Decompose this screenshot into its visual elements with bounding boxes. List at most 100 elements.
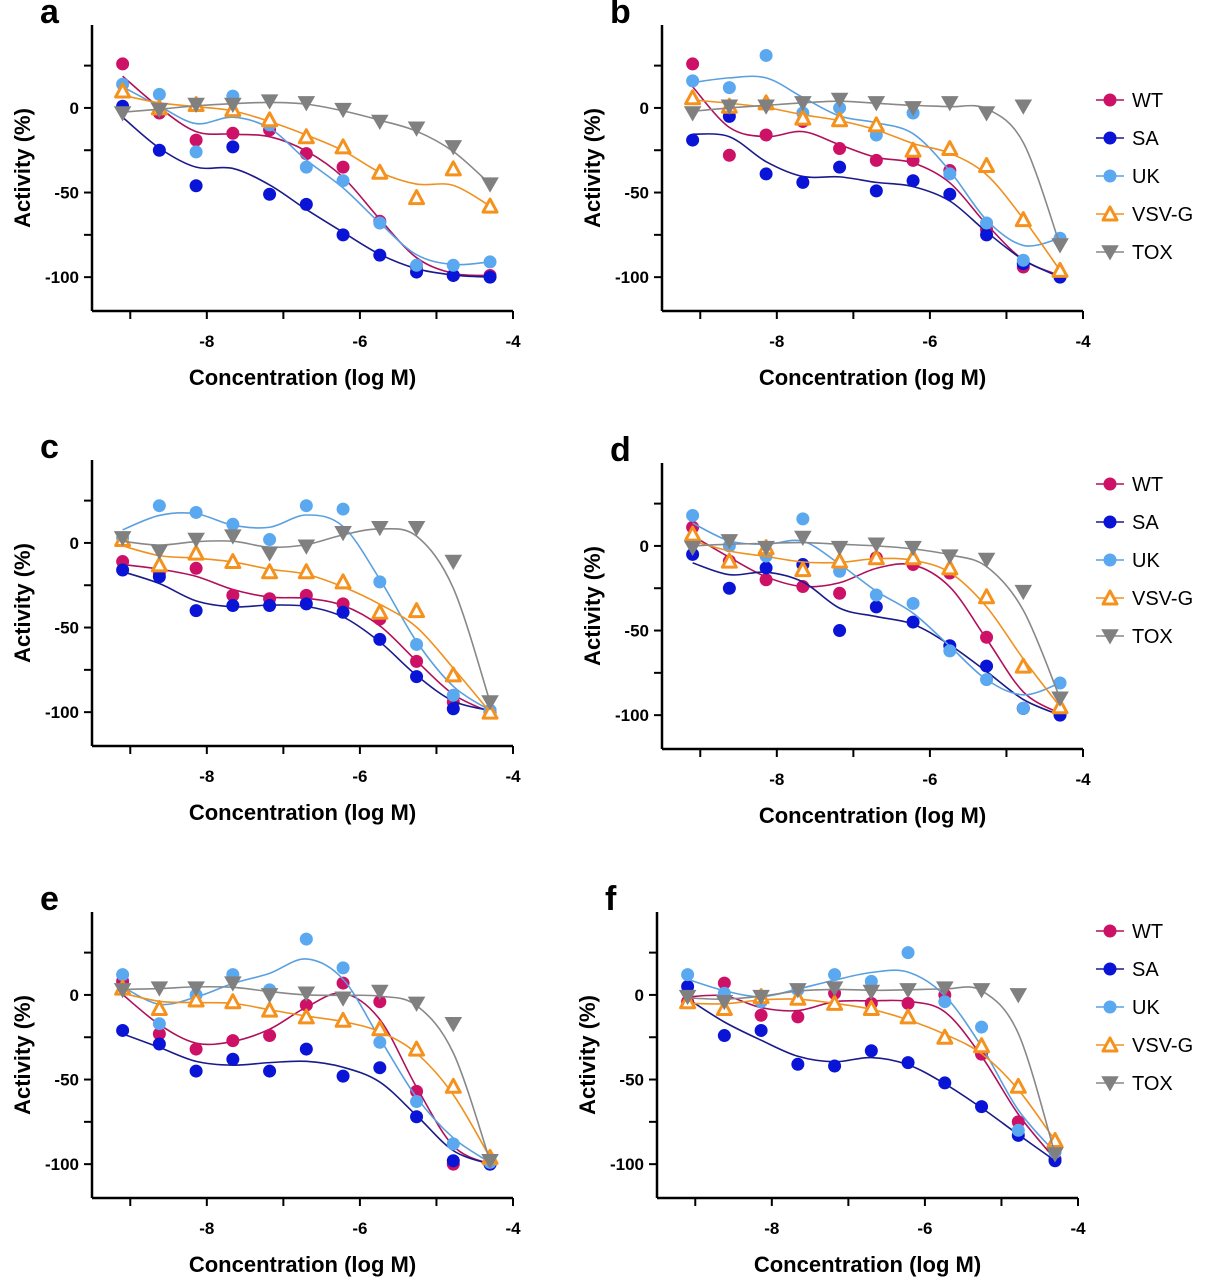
data-point-tox (481, 695, 499, 711)
data-point-wt (373, 995, 387, 1009)
data-point-wt (226, 126, 240, 140)
x-tick-label: -8 (199, 1219, 214, 1238)
data-point-sa (446, 1154, 460, 1168)
data-point-vsv-g (334, 138, 352, 155)
data-point-tox (260, 988, 279, 1004)
data-point-vsv-g (1009, 1077, 1027, 1094)
data-point-wt (226, 1034, 240, 1048)
data-point-tox (720, 99, 739, 115)
data-point-tox (407, 996, 426, 1012)
data-point-vsv-g (720, 552, 738, 569)
x-tick-label: -4 (1075, 770, 1091, 789)
data-point-sa (116, 563, 130, 577)
x-tick-label: -6 (352, 1219, 367, 1238)
data-point-wt (336, 160, 350, 174)
series-sa (116, 1023, 497, 1171)
data-point-wt (722, 148, 736, 162)
data-point-tox (150, 102, 169, 119)
fit-curve-uk (122, 86, 491, 266)
fit-curve-sa (692, 562, 1061, 716)
data-point-uk (410, 1095, 424, 1109)
y-tick-label: -100 (45, 268, 79, 287)
legend-item-vsv-g: VSV-G (1096, 1035, 1193, 1057)
data-point-uk (759, 48, 773, 62)
data-point-sa (869, 184, 883, 198)
legend-label: UK (1132, 550, 1160, 572)
data-point-tox (972, 983, 991, 999)
legend-item-tox: TOX (1096, 242, 1173, 264)
data-point-sa (833, 160, 847, 174)
data-point-vsv-g (684, 525, 702, 542)
data-point-uk (299, 499, 313, 513)
x-tick-label: -4 (1070, 1219, 1086, 1238)
data-point-tox (752, 989, 770, 1006)
data-point-uk (980, 216, 994, 230)
data-point-sa (336, 605, 350, 619)
legend-marker-vsv-g (1101, 1036, 1119, 1053)
data-point-uk (980, 673, 994, 687)
data-point-sa (410, 1110, 424, 1124)
data-point-tox (113, 531, 132, 547)
series-sa (686, 547, 1067, 722)
data-point-wt (833, 142, 847, 156)
data-point-uk (373, 1035, 387, 1049)
data-point-sa (226, 599, 240, 613)
data-point-wt (299, 998, 313, 1012)
y-tick-label: -100 (615, 268, 649, 287)
y-axis-title: Activity (%) (575, 995, 600, 1115)
legend-label: VSV-G (1132, 204, 1193, 226)
y-tick-label: -100 (610, 1155, 644, 1174)
data-point-vsv-g (794, 561, 812, 578)
data-point-tox (224, 97, 242, 114)
data-point-tox (899, 983, 917, 999)
data-point-vsv-g (867, 116, 885, 133)
legend-item-uk: UK (1096, 997, 1160, 1019)
data-point-tox (150, 981, 169, 997)
data-point-tox (830, 92, 849, 108)
data-point-uk (152, 1017, 166, 1031)
data-point-vsv-g (408, 189, 426, 206)
data-point-vsv-g (1014, 211, 1032, 228)
data-point-sa (263, 599, 277, 613)
legend-item-wt: WT (1096, 474, 1163, 496)
data-point-tox (444, 554, 463, 571)
data-point-tox (334, 526, 352, 542)
data-point-sa (152, 1037, 166, 1051)
data-point-tox (224, 976, 242, 992)
legend-label: TOX (1132, 242, 1173, 264)
data-point-vsv-g (826, 994, 844, 1011)
panel-label: a (40, 0, 60, 31)
data-point-sa (980, 228, 994, 242)
data-point-tox (334, 991, 352, 1007)
y-tick-label: -50 (54, 619, 79, 638)
data-point-sa (717, 1029, 731, 1043)
data-point-wt (226, 588, 240, 602)
data-point-vsv-g (334, 573, 352, 590)
legend-label: TOX (1132, 1073, 1173, 1095)
legend-item-vsv-g: VSV-G (1096, 588, 1193, 610)
data-point-tox (481, 177, 499, 193)
data-point-vsv-g (297, 1008, 315, 1025)
data-point-tox (867, 96, 886, 112)
data-point-tox (260, 546, 279, 562)
data-point-vsv-g (1051, 261, 1069, 278)
data-point-uk (299, 932, 313, 946)
data-point-vsv-g (261, 111, 279, 128)
fit-curve-uk (687, 969, 1056, 1153)
data-point-uk (373, 216, 387, 230)
panel-e: e 0 -50 -100 -8 -6 -4 Concentration (log M) Acti… (10, 880, 521, 1277)
data-point-tox (371, 114, 389, 130)
y-tick-label: -100 (45, 703, 79, 722)
data-point-sa (299, 1042, 313, 1056)
data-point-wt (189, 561, 203, 575)
data-point-tox (715, 994, 734, 1011)
legend-label: SA (1132, 128, 1159, 150)
data-point-sa (980, 659, 994, 673)
data-point-sa (906, 174, 920, 188)
data-point-tox (113, 983, 132, 999)
x-tick-label: -4 (505, 767, 521, 786)
fit-curve-sa (122, 1033, 491, 1165)
legend-item-sa: SA (1096, 512, 1159, 534)
legend-label: UK (1132, 997, 1160, 1019)
data-point-tox (187, 97, 205, 114)
